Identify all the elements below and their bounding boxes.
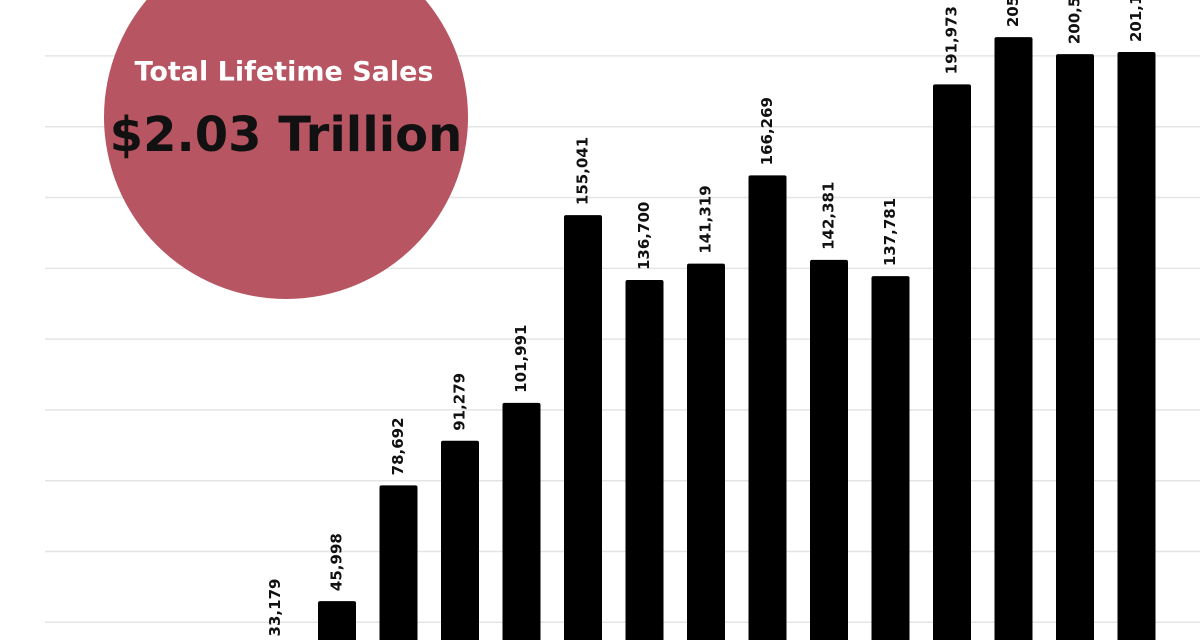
value-label: 205,300 [1004, 0, 1022, 27]
bars: 33,179 45,998 78,692 91,279 101,991 155,041 13… [266, 0, 1156, 640]
value-label: 200,500 [1066, 0, 1084, 44]
value-label: 191,973 [943, 6, 961, 74]
value-label: 78,692 [389, 417, 407, 475]
value-label: 155,041 [574, 137, 592, 205]
bar [1117, 52, 1156, 640]
bar [687, 263, 725, 640]
badge [104, 0, 468, 299]
value-label: 201,100 [1127, 0, 1145, 42]
bar [502, 402, 541, 640]
value-label: 141,319 [697, 185, 715, 253]
badge-value: $2.03 Trillion [110, 107, 463, 163]
bar [748, 175, 787, 640]
value-label: 45,998 [328, 533, 346, 591]
bar [441, 440, 479, 640]
bar [994, 37, 1033, 640]
bar [625, 280, 664, 640]
bar [871, 276, 910, 640]
bar [379, 485, 418, 640]
value-label: 101,991 [512, 325, 530, 393]
value-label: 136,700 [635, 202, 653, 270]
value-label: 137,781 [881, 198, 899, 266]
bar [318, 601, 356, 640]
badge-title: Total Lifetime Sales [135, 57, 434, 88]
value-label: 142,381 [820, 182, 838, 250]
bar [1056, 54, 1094, 640]
value-label: 91,279 [451, 373, 469, 431]
value-label: 33,179 [266, 579, 284, 637]
bar [810, 259, 848, 640]
bar [933, 84, 971, 640]
value-label: 166,269 [758, 97, 776, 165]
bar [564, 215, 602, 640]
